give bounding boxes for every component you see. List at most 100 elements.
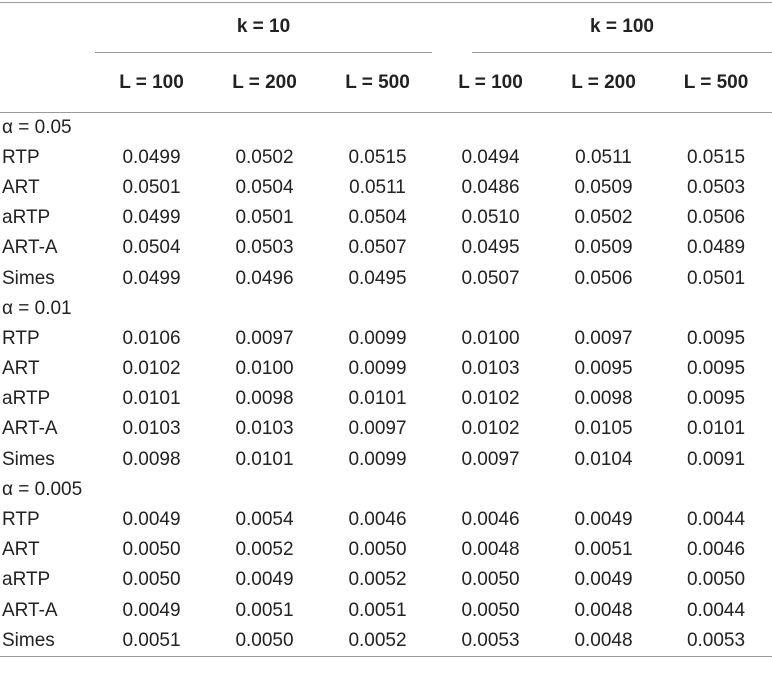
cell: 0.0052 (235, 539, 294, 561)
data-row: ART 0.0102 0.0100 0.0099 0.0103 0.0095 0.0095 (0, 354, 772, 384)
cell: 0.0099 (348, 358, 407, 380)
empty-cell (660, 112, 772, 143)
cell: 0.0515 (348, 146, 407, 168)
empty-cell (95, 112, 208, 143)
row-label: aRTP (2, 207, 51, 229)
empty-cell (321, 475, 434, 505)
cell: 0.0098 (574, 388, 633, 410)
cell: 0.0051 (574, 539, 633, 561)
row-label: aRTP (2, 569, 51, 591)
cell: 0.0048 (574, 599, 633, 621)
cell: 0.0050 (686, 569, 746, 591)
row-label: ART-A (2, 418, 58, 440)
cell: 0.0050 (235, 629, 294, 651)
data-row: Simes 0.0098 0.0101 0.0099 0.0097 0.0104 0.009… (0, 445, 772, 475)
section-label: α = 0.05 (2, 116, 72, 138)
cell: 0.0053 (686, 629, 746, 651)
cell: 0.0501 (122, 176, 181, 198)
corner (0, 54, 95, 113)
empty-cell (547, 112, 660, 143)
group-cell: k = 100 (434, 3, 772, 55)
cell: 0.0098 (235, 388, 294, 410)
cell: 0.0050 (461, 569, 520, 591)
row-label: RTP (2, 509, 40, 531)
cell: 0.0501 (235, 207, 294, 229)
data-row: ART-A 0.0504 0.0503 0.0507 0.0495 0.0509 0.048… (0, 233, 772, 263)
group-cell: k = 10 (95, 3, 434, 55)
column-header: L = 500 (321, 54, 434, 113)
row-label: aRTP (2, 388, 51, 410)
cell: 0.0097 (348, 418, 407, 440)
cell: 0.0053 (461, 629, 520, 651)
cell: 0.0102 (122, 358, 181, 380)
data-row: Simes 0.0499 0.0496 0.0495 0.0507 0.0506 0.050… (0, 263, 772, 293)
cell: 0.0101 (122, 388, 181, 410)
cell: 0.0495 (461, 237, 520, 259)
cell: 0.0048 (461, 539, 520, 561)
row-label: RTP (2, 146, 40, 168)
cell: 0.0504 (122, 237, 181, 259)
cell: 0.0100 (461, 327, 520, 349)
cell: 0.0050 (461, 599, 520, 621)
cell: 0.0506 (686, 207, 746, 229)
empty-cell (321, 294, 434, 324)
data-row: RTP 0.0106 0.0097 0.0099 0.0100 0.0097 0.0095 (0, 324, 772, 354)
data-row: aRTP 0.0050 0.0049 0.0052 0.0050 0.0049 0.0050 (0, 565, 772, 595)
cell: 0.0503 (686, 176, 746, 198)
cell: 0.0509 (574, 237, 633, 259)
empty-cell (434, 294, 547, 324)
cell: 0.0507 (461, 267, 520, 289)
column-header: L = 500 (660, 54, 772, 113)
cell: 0.0098 (122, 448, 181, 470)
data-row: ART 0.0501 0.0504 0.0511 0.0486 0.0509 0.0503 (0, 173, 772, 203)
data-row: Simes 0.0051 0.0050 0.0052 0.0053 0.0048 0.005… (0, 626, 772, 657)
cell: 0.0102 (461, 388, 520, 410)
cell: 0.0050 (122, 539, 181, 561)
cell: 0.0511 (349, 176, 406, 198)
cell: 0.0099 (348, 448, 407, 470)
cell: 0.0095 (686, 327, 746, 349)
cell: 0.0103 (122, 418, 181, 440)
cell: 0.0050 (348, 539, 407, 561)
cell: 0.0054 (235, 509, 294, 531)
row-label: RTP (2, 327, 40, 349)
cell: 0.0101 (348, 388, 407, 410)
cell: 0.0502 (574, 207, 633, 229)
cell: 0.0504 (235, 176, 294, 198)
cell: 0.0503 (235, 237, 294, 259)
data-row: RTP 0.0049 0.0054 0.0046 0.0046 0.0049 0.0044 (0, 505, 772, 535)
cell: 0.0506 (574, 267, 633, 289)
data-row: ART 0.0050 0.0052 0.0050 0.0048 0.0051 0.0046 (0, 535, 772, 565)
cell: 0.0046 (686, 539, 746, 561)
empty-cell (95, 475, 208, 505)
row-label: Simes (2, 448, 55, 470)
cell: 0.0051 (235, 599, 294, 621)
cell: 0.0091 (686, 448, 746, 470)
row-label: ART (2, 358, 40, 380)
cell: 0.0101 (235, 448, 294, 470)
empty-cell (321, 112, 434, 143)
cell: 0.0511 (575, 146, 632, 168)
cell: 0.0501 (686, 267, 746, 289)
cell: 0.0515 (686, 146, 746, 168)
group-header: k = 100 (472, 16, 772, 53)
cell: 0.0499 (122, 207, 181, 229)
cell: 0.0510 (461, 207, 520, 229)
cell: 0.0105 (574, 418, 633, 440)
empty-cell (434, 475, 547, 505)
row-label: ART-A (2, 599, 58, 621)
cell: 0.0046 (461, 509, 520, 531)
cell: 0.0044 (686, 599, 746, 621)
cell: 0.0095 (686, 358, 746, 380)
empty-cell (660, 294, 772, 324)
cell: 0.0049 (122, 509, 181, 531)
empty-cell (208, 112, 321, 143)
empty-cell (434, 112, 547, 143)
cell: 0.0495 (348, 267, 407, 289)
empty-cell (547, 475, 660, 505)
column-header: L = 100 (95, 54, 208, 113)
cell: 0.0499 (122, 146, 181, 168)
data-row: ART-A 0.0103 0.0103 0.0097 0.0102 0.0105 0.010… (0, 414, 772, 444)
empty-cell (208, 294, 321, 324)
